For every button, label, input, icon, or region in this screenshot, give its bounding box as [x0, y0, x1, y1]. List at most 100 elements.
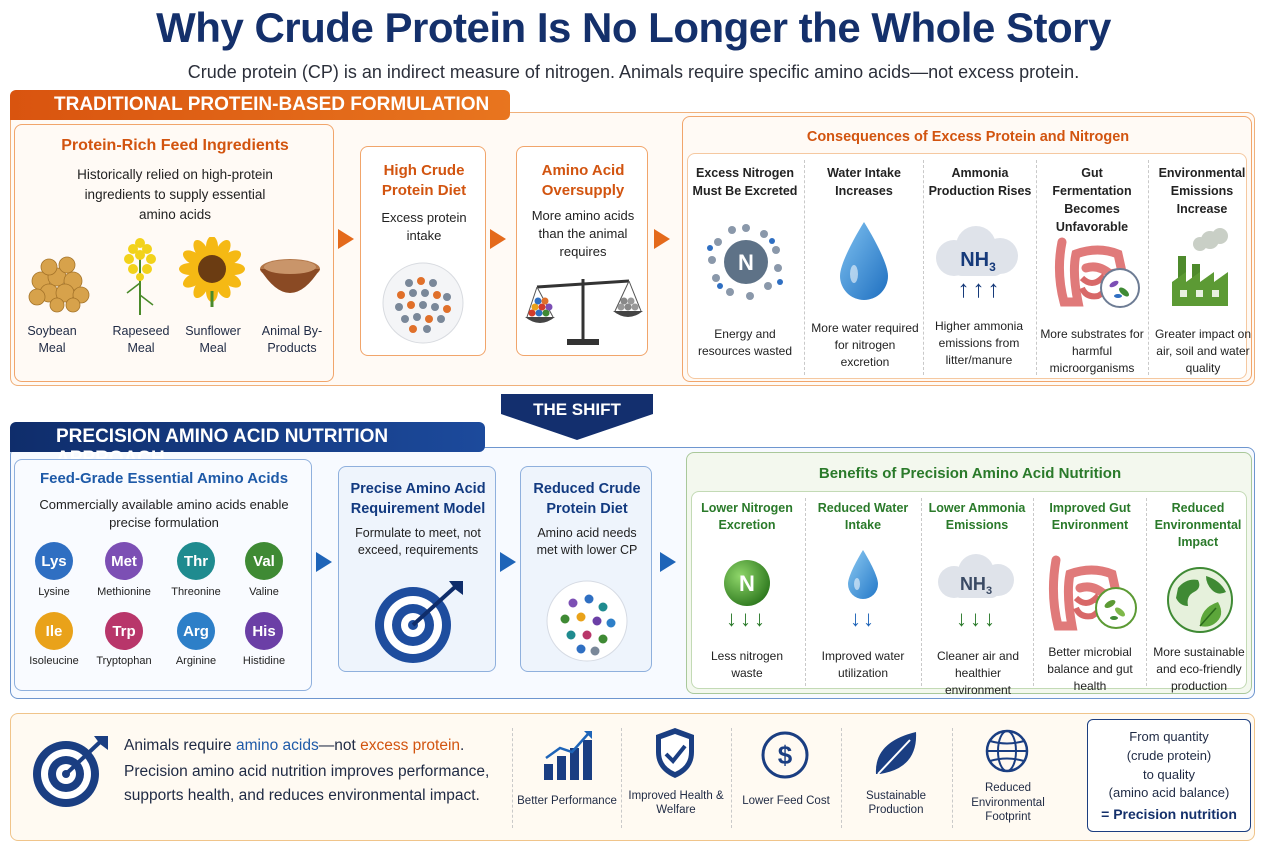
leaf-icon [875, 732, 917, 775]
gut-icon [1048, 555, 1137, 631]
consequence-title: Environmental Emissions Increase [1158, 166, 1246, 216]
ammonia-cloud-icon: NH3 [936, 226, 1018, 276]
amino-acid-badge: Arg [177, 612, 215, 650]
high-cp-heading: High Crude Protein Diet [381, 162, 467, 199]
divider [512, 728, 513, 828]
shield-check-icon [656, 728, 694, 778]
divider [1033, 498, 1034, 686]
divider [921, 498, 922, 686]
conclusion-highlight: = Precision nutrition [1101, 806, 1237, 822]
ingredient-label: Rapeseed Meal [112, 324, 170, 355]
divider [621, 728, 622, 828]
divider [804, 160, 805, 375]
svg-text:$: $ [778, 740, 793, 770]
water-drop-icon [848, 550, 878, 599]
requirement-model-box: Precise Amino Acid Requirement Model For… [338, 466, 496, 672]
flow-arrow-icon [654, 229, 670, 249]
amino-acids-heading: Feed-Grade Essential Amino Acids [39, 470, 289, 487]
reduced-cp-box: Reduced Crude Protein Diet Amino acid ne… [520, 466, 652, 672]
benefits-box: Benefits of Precision Amino Acid Nutriti… [686, 452, 1252, 694]
factory-icon [1172, 228, 1228, 306]
reduced-cp-desc: Amino acid needs met with lower CP [536, 526, 638, 557]
summary-benefit-label: Reduced Environmental Footprint [971, 782, 1045, 823]
flow-arrow-icon [500, 552, 516, 572]
divider [1148, 160, 1149, 375]
page-subtitle: Crude protein (CP) is an indirect measur… [187, 62, 1080, 82]
flow-arrow-icon [660, 552, 676, 572]
conclusion-line: (amino acid balance) [1108, 785, 1230, 800]
divider [1146, 498, 1147, 686]
summary-line-1: Animals require amino acids—not excess p… [124, 737, 465, 754]
divider [731, 728, 732, 828]
conclusion-line: From quantity [1129, 729, 1209, 744]
ammonia-cloud-icon: NH3 [938, 554, 1014, 598]
shift-label: THE SHIFT [533, 400, 621, 419]
consequence-desc: Greater impact on air, soil and water qu… [1154, 327, 1252, 375]
amino-acid-badge: His [245, 612, 283, 650]
high-cp-desc: Excess protein intake [381, 210, 467, 243]
globe-icon [985, 729, 1029, 773]
benefit-title: Improved Gut Environment [1049, 501, 1131, 532]
amino-acid-name: Histidine [242, 655, 286, 667]
benefits-heading: Benefits of Precision Amino Acid Nutriti… [818, 465, 1122, 482]
balance-scale-icon [525, 279, 643, 345]
consequence-desc: More water required for nitrogen excreti… [811, 321, 919, 369]
amino-acid-badge: Met [105, 542, 143, 580]
summary-line-2: Precision amino acid nutrition improves … [124, 763, 490, 780]
amino-acids-box: Feed-Grade Essential Amino Acids Commerc… [14, 459, 312, 691]
conclusion-line: to quality [1142, 767, 1196, 782]
summary-benefit-label: Lower Feed Cost [742, 795, 830, 807]
bar-chart-icon [544, 731, 592, 780]
up-arrows-icon: ↑↑↑ [957, 276, 1003, 303]
consequence-desc: Energy and resources wasted [697, 327, 793, 358]
benefit-desc: More sustainable and eco-friendly produc… [1153, 645, 1245, 693]
flow-arrow-icon [316, 552, 332, 572]
conclusion-line: (crude protein) [1126, 748, 1212, 763]
rapeseed-icon [124, 238, 156, 315]
amino-acids-desc: Commercially available amino acids enabl… [39, 497, 289, 530]
gut-icon [1054, 237, 1140, 308]
benefit-desc: Cleaner air and healthier environment [936, 649, 1020, 697]
summary-benefit-label: Improved Health & Welfare [628, 790, 724, 816]
down-arrows-icon: ↓↓↓ [956, 606, 998, 631]
page-title: Why Crude Protein Is No Longer the Whole… [156, 4, 1111, 51]
requirement-model-heading: Precise Amino Acid Requirement Model [350, 481, 486, 517]
down-arrows-icon: ↓↓ [850, 606, 876, 631]
conclusion-box: From quantity (crude protein) to quality… [1087, 719, 1251, 832]
target-icon [375, 581, 463, 663]
amino-acid-badge: Val [245, 542, 283, 580]
benefit-title: Reduced Water Intake [817, 501, 909, 532]
ingredient-label: Sunflower Meal [185, 324, 241, 355]
amino-acid-name: Isoleucine [29, 655, 79, 667]
benefit-title: Lower Nitrogen Excretion [701, 501, 793, 532]
amino-acid-badge: Thr [177, 542, 215, 580]
ingredients-box: Protein-Rich Feed Ingredients Historical… [14, 124, 334, 382]
dollar-icon: $ [761, 731, 809, 779]
amino-acid-name: Valine [249, 586, 279, 598]
consequence-title: Water Intake Increases [827, 166, 901, 198]
svg-text:N: N [738, 250, 754, 275]
summary-section [10, 713, 1255, 841]
consequence-title: Gut Fermentation Becomes Unfavorable [1052, 166, 1132, 234]
nitrogen-atom-icon: N [707, 224, 783, 300]
oversupply-desc: More amino acids than the animal require… [531, 208, 635, 259]
down-arrows-icon: ↓↓↓ [726, 606, 768, 631]
summary-benefit-label: Better Performance [517, 795, 617, 807]
amino-acid-name: Tryptophan [96, 655, 152, 667]
benefit-desc: Better microbial balance and gut health [1047, 645, 1133, 693]
amino-acid-name: Arginine [175, 655, 217, 667]
benefit-desc: Less nitrogen waste [710, 649, 784, 680]
protein-particles-icon [382, 262, 464, 344]
oversupply-heading: Amino Acid Oversupply [541, 162, 625, 199]
ingredients-heading: Protein-Rich Feed Ingredients [61, 137, 289, 154]
divider [841, 728, 842, 828]
benefit-desc: Improved water utilization [821, 649, 905, 680]
summary-line-3: supports health, and reduces environment… [124, 787, 480, 804]
globe-leaf-icon [1167, 567, 1233, 633]
divider [952, 728, 953, 828]
divider [1036, 160, 1037, 375]
precision-section-tab: PRECISION AMINO ACID NUTRITION APPROACH [10, 422, 485, 469]
divider [923, 160, 924, 375]
benefit-title: Lower Ammonia Emissions [928, 501, 1026, 532]
traditional-section-tab: TRADITIONAL PROTEIN-BASED FORMULATION [10, 90, 510, 120]
